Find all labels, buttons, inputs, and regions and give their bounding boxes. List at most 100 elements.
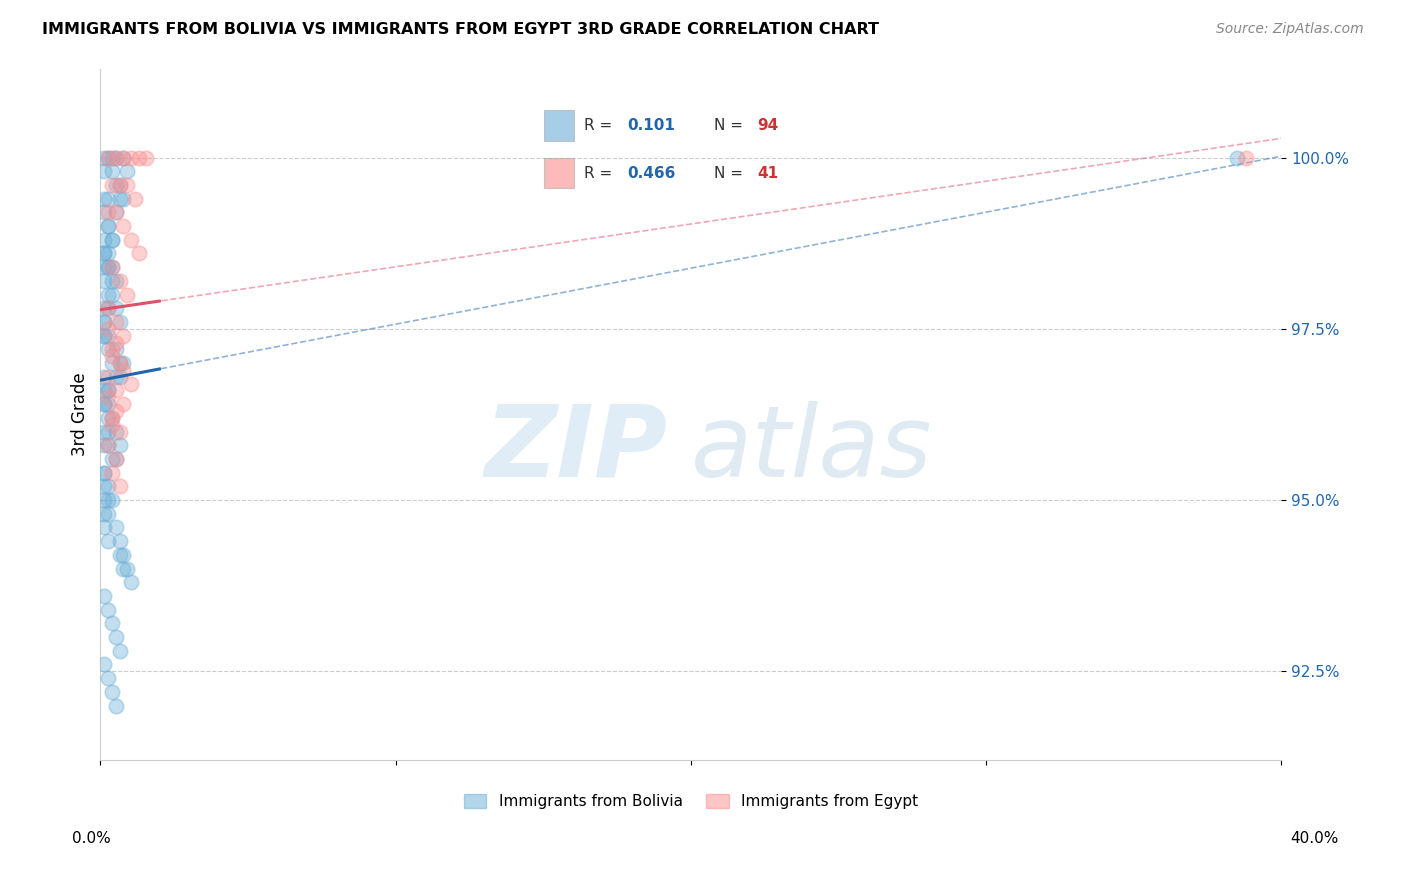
Point: [101, 233, 124, 247]
Point: [1226, 151, 1249, 165]
Text: 41: 41: [756, 166, 778, 180]
Point: [97, 479, 120, 493]
Bar: [544, 111, 575, 141]
Point: [108, 192, 131, 206]
Point: [93, 438, 115, 452]
Point: [93, 274, 115, 288]
Point: [101, 274, 124, 288]
Point: [108, 178, 131, 192]
Point: [120, 575, 142, 590]
Point: [101, 493, 124, 508]
Point: [101, 685, 124, 699]
Point: [104, 301, 127, 316]
Point: [120, 233, 142, 247]
Point: [93, 384, 115, 398]
Point: [112, 363, 135, 377]
Point: [104, 335, 127, 350]
Text: 0.0%: 0.0%: [72, 831, 111, 846]
Point: [104, 425, 127, 439]
Point: [104, 315, 127, 329]
Point: [108, 315, 131, 329]
Point: [104, 343, 127, 357]
Point: [108, 425, 131, 439]
Point: [104, 404, 127, 418]
Point: [97, 671, 120, 685]
Point: [93, 493, 115, 508]
Point: [93, 657, 115, 672]
Point: [97, 192, 120, 206]
Point: [97, 410, 120, 425]
Point: [97, 246, 120, 260]
Point: [93, 233, 115, 247]
Point: [97, 301, 120, 316]
Point: [97, 438, 120, 452]
Text: N =: N =: [714, 166, 742, 180]
Point: [112, 561, 135, 575]
Point: [104, 178, 127, 192]
Point: [101, 178, 124, 192]
Point: [97, 151, 120, 165]
Point: [93, 301, 115, 316]
Point: [93, 246, 115, 260]
Point: [97, 602, 120, 616]
Point: [108, 548, 131, 562]
Point: [97, 534, 120, 549]
Text: 0.101: 0.101: [627, 119, 675, 133]
Point: [104, 630, 127, 644]
Point: [93, 192, 115, 206]
Point: [101, 260, 124, 275]
Point: [101, 466, 124, 480]
Point: [93, 260, 115, 275]
Point: [115, 561, 138, 575]
Point: [93, 520, 115, 534]
Point: [108, 356, 131, 370]
Point: [104, 151, 127, 165]
Point: [93, 397, 115, 411]
Point: [97, 205, 120, 219]
Point: [101, 417, 124, 432]
Point: [101, 343, 124, 357]
Point: [115, 164, 138, 178]
Text: atlas: atlas: [690, 401, 932, 498]
Point: [97, 438, 120, 452]
Text: 40.0%: 40.0%: [1291, 831, 1339, 846]
Point: [135, 151, 157, 165]
Point: [112, 548, 135, 562]
Point: [108, 438, 131, 452]
Point: [97, 219, 120, 233]
Point: [124, 192, 146, 206]
Point: [93, 246, 115, 260]
Point: [97, 343, 120, 357]
Text: Source: ZipAtlas.com: Source: ZipAtlas.com: [1216, 22, 1364, 37]
Point: [108, 369, 131, 384]
Point: [101, 287, 124, 301]
Text: R =: R =: [583, 166, 612, 180]
Point: [93, 164, 115, 178]
Legend: Immigrants from Bolivia, Immigrants from Egypt: Immigrants from Bolivia, Immigrants from…: [457, 788, 924, 815]
Point: [104, 384, 127, 398]
Point: [97, 397, 120, 411]
Point: [93, 328, 115, 343]
Point: [115, 178, 138, 192]
Point: [97, 384, 120, 398]
Point: [93, 466, 115, 480]
Point: [101, 349, 124, 363]
Point: [97, 322, 120, 336]
Text: 94: 94: [756, 119, 779, 133]
Point: [93, 425, 115, 439]
Y-axis label: 3rd Grade: 3rd Grade: [72, 373, 89, 457]
Point: [97, 151, 120, 165]
Point: [93, 151, 115, 165]
Point: [108, 534, 131, 549]
Text: N =: N =: [714, 119, 742, 133]
Point: [112, 397, 135, 411]
Point: [101, 233, 124, 247]
Point: [93, 315, 115, 329]
Point: [101, 616, 124, 631]
Point: [101, 452, 124, 467]
Point: [97, 260, 120, 275]
Point: [97, 384, 120, 398]
Point: [108, 479, 131, 493]
Point: [93, 507, 115, 521]
Point: [101, 410, 124, 425]
